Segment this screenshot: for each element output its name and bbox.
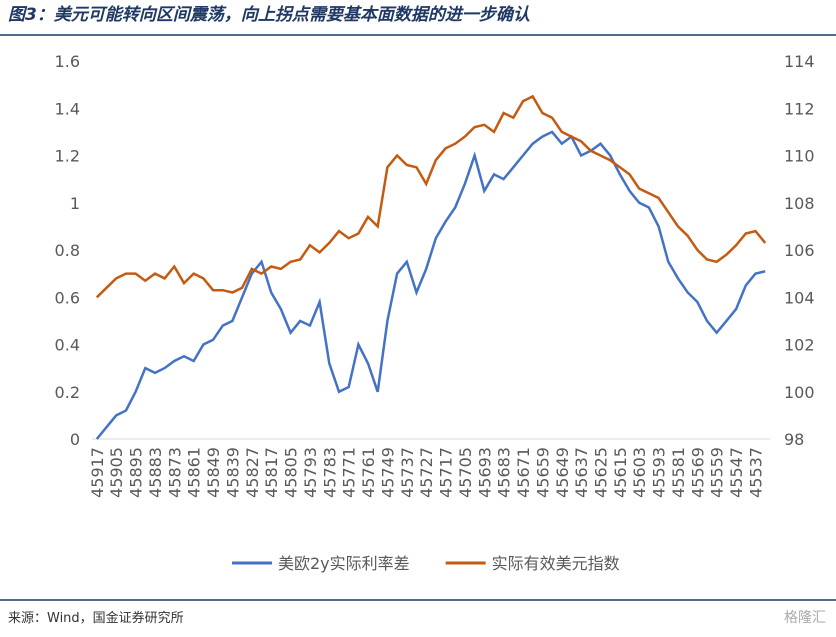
x-tick-label: 45659: [533, 447, 552, 498]
x-tick-label: 45861: [185, 447, 204, 498]
y2-tick-label: 114: [784, 52, 815, 71]
y-tick-label: 0.8: [55, 241, 80, 260]
x-tick-label: 45905: [107, 447, 126, 498]
x-tick-label: 45873: [165, 447, 184, 498]
x-tick-label: 45671: [514, 447, 533, 498]
y2-tick-label: 112: [784, 99, 815, 118]
source: 来源：Wind，国金证券研究所: [8, 610, 184, 626]
x-tick-label: 45593: [650, 447, 669, 498]
x-tick-label: 45603: [630, 447, 649, 498]
x-tick-label: 45737: [398, 447, 417, 498]
x-tick-label: 45805: [282, 447, 301, 498]
x-tick-label: 45625: [592, 447, 611, 498]
y-tick-label: 0.4: [55, 336, 80, 355]
chart-title: 图3：美元可能转向区间震荡，向上拐点需要基本面数据的进一步确认: [8, 5, 530, 25]
y2-tick-label: 104: [784, 288, 815, 307]
y2-tick-label: 102: [784, 336, 815, 355]
x-tick-label: 45849: [204, 447, 223, 498]
y-tick-label: 0.2: [55, 383, 80, 402]
x-tick-label: 45771: [340, 447, 359, 498]
y-tick-label: 1.2: [55, 147, 80, 166]
x-tick-label: 45649: [553, 447, 572, 498]
x-tick-label: 45547: [727, 447, 746, 498]
watermark: 格隆汇: [784, 610, 826, 626]
x-tick-label: 45783: [320, 447, 339, 498]
legend-label: 美欧2y实际利率差: [278, 554, 410, 573]
x-tick-label: 45817: [262, 447, 281, 498]
x-tick-label: 45761: [359, 447, 378, 498]
x-tick-label: 45693: [475, 447, 494, 498]
y-tick-label: 1.4: [55, 99, 80, 118]
x-tick-label: 45537: [746, 447, 765, 498]
x-tick-label: 45683: [495, 447, 514, 498]
x-tick-label: 45749: [378, 447, 397, 498]
x-tick-label: 45827: [243, 447, 262, 498]
series-line: [95, 130, 766, 440]
x-tick-label: 45917: [88, 447, 107, 498]
y2-tick-label: 108: [784, 194, 815, 213]
y2-tick-label: 106: [784, 241, 815, 260]
y-tick-label: 0.6: [55, 288, 80, 307]
x-tick-label: 45883: [146, 447, 165, 498]
y-tick-label: 1: [70, 194, 80, 213]
y2-tick-label: 98: [784, 430, 804, 449]
x-tick-label: 45793: [301, 447, 320, 498]
y2-tick-label: 100: [784, 383, 815, 402]
y-tick-label: 1.6: [55, 52, 80, 71]
x-tick-label: 45727: [417, 447, 436, 498]
legend-label: 实际有效美元指数: [492, 554, 620, 573]
x-tick-label: 45637: [572, 447, 591, 498]
y-tick-label: 0: [70, 430, 80, 449]
y2-tick-label: 110: [784, 147, 815, 166]
x-tick-label: 45839: [223, 447, 242, 498]
x-tick-label: 45615: [611, 447, 630, 498]
x-tick-label: 45581: [669, 447, 688, 498]
series-line: [95, 94, 767, 299]
x-tick-label: 45569: [688, 447, 707, 498]
x-tick-label: 45895: [127, 447, 146, 498]
x-tick-label: 45705: [456, 447, 475, 498]
x-tick-label: 45717: [437, 447, 456, 498]
x-tick-label: 45559: [708, 447, 727, 498]
